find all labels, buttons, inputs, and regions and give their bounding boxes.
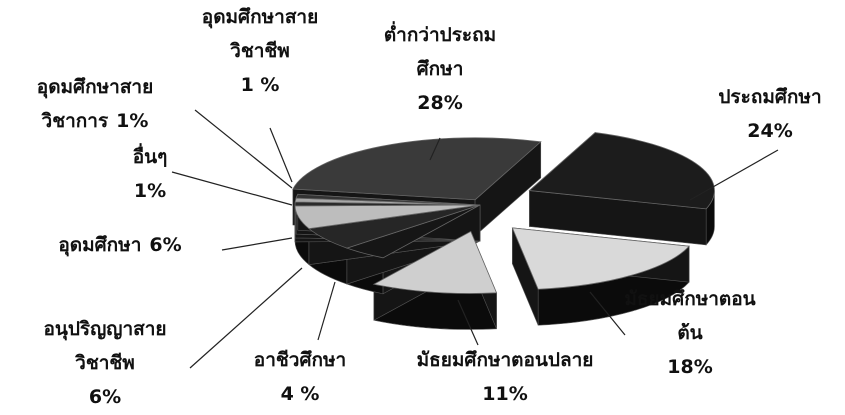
- leader-line: [269, 127, 293, 183]
- leader-line: [429, 137, 441, 161]
- category-name: ประถมศึกษา: [718, 86, 822, 108]
- category-name: อนุปริญญาสายวิชาชีพ: [43, 318, 167, 374]
- category-name: มัธยมศึกษาตอนต้น: [624, 288, 756, 344]
- leader-line: [689, 149, 779, 201]
- value-label: 6%: [88, 386, 122, 408]
- value-label: 1%: [116, 110, 149, 132]
- slice-label: อนุปริญญาสายวิชาชีพ 6%: [30, 312, 180, 414]
- category-name: อุดมศึกษา: [58, 234, 142, 256]
- slice-label: อื่นๆ 1%: [110, 140, 190, 208]
- leader-line: [189, 267, 303, 369]
- value-label: 4 %: [280, 383, 320, 405]
- value-label: 24%: [747, 120, 793, 142]
- slice-label: มัธยมศึกษาตอนต้น 18%: [620, 282, 760, 384]
- slice-label: ต่ำกว่าประถมศึกษา 28%: [365, 18, 515, 120]
- category-name: อุดมศึกษาสายวิชาชีพ: [201, 6, 319, 62]
- value-label: 6%: [149, 234, 182, 256]
- slice: [292, 137, 542, 201]
- slice-label: อุดมศึกษา 6%: [20, 228, 220, 262]
- value-label: 18%: [667, 356, 713, 378]
- slice-label: ประถมศึกษา 24%: [690, 80, 845, 148]
- slice-label: อาชีวศึกษา 4 %: [235, 343, 365, 411]
- value-label: 1%: [133, 180, 167, 202]
- slice-label: อุดมศึกษาสายวิชาชีพ 1 %: [180, 0, 340, 102]
- leader-line: [317, 281, 336, 341]
- slice: [372, 230, 498, 294]
- leader-line: [194, 109, 293, 189]
- leader-line: [457, 299, 479, 346]
- category-name: อุดมศึกษาสายวิชาการ: [36, 76, 154, 132]
- slice: [511, 227, 690, 290]
- slice-label: อุดมศึกษาสายวิชาการ 1%: [5, 70, 185, 138]
- value-label: 1 %: [240, 74, 280, 96]
- category-name: อื่นๆ: [132, 146, 168, 168]
- category-name: อาชีวศึกษา: [253, 349, 347, 371]
- leader-line: [221, 237, 293, 251]
- leader-line: [589, 291, 626, 336]
- category-name: ต่ำกว่าประถมศึกษา: [383, 24, 497, 80]
- slice: [528, 132, 715, 210]
- slice-label: มัธยมศึกษาตอนปลาย 11%: [355, 343, 655, 411]
- leader-line: [171, 171, 293, 206]
- value-label: 11%: [482, 383, 528, 405]
- category-name: มัธยมศึกษาตอนปลาย: [416, 349, 594, 371]
- value-label: 28%: [417, 92, 463, 114]
- slice: [295, 193, 481, 206]
